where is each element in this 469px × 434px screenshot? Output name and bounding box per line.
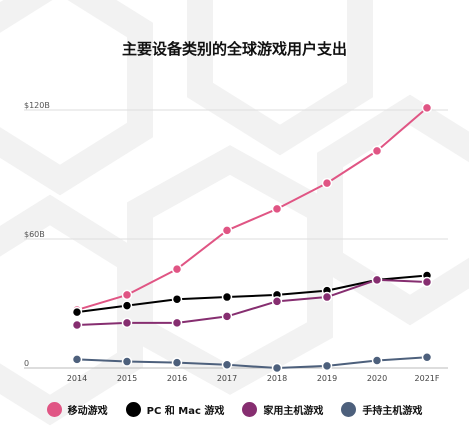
data-point [121, 289, 133, 301]
data-point [221, 291, 233, 303]
series-line [76, 278, 428, 326]
data-point [221, 359, 233, 371]
data-point [421, 352, 433, 363]
data-point [171, 263, 183, 275]
legend-swatch [46, 402, 62, 417]
data-point [121, 300, 133, 311]
x-tick-label: 2016 [167, 374, 187, 383]
data-point [421, 102, 433, 114]
data-point [371, 274, 383, 286]
data-point [271, 362, 283, 374]
chart-title: 主要设备类别的全球游戏用户支出 [121, 40, 347, 58]
data-point [71, 306, 83, 318]
legend-item-pc-mac[interactable]: PC 和 Mac 游戏 [125, 402, 225, 417]
chart-legend: 移动游戏 PC 和 Mac 游戏 家用主机游戏 手持主机游戏 [0, 402, 469, 417]
data-point [71, 354, 83, 365]
data-point [121, 356, 133, 367]
data-point [121, 317, 133, 329]
legend-swatch [242, 402, 258, 417]
legend-swatch [341, 402, 357, 417]
data-point [321, 291, 333, 303]
legend-label: PC 和 Mac 游戏 [146, 406, 225, 417]
data-point [321, 360, 333, 372]
x-tick-label: 2018 [267, 374, 287, 383]
series-line [76, 274, 428, 314]
x-tick-label: 2019 [317, 374, 337, 383]
legend-swatch [125, 402, 141, 417]
y-tick-label: 0 [24, 359, 30, 368]
data-point [221, 311, 233, 322]
series-line [76, 107, 428, 311]
x-tick-label: 2021F [415, 374, 440, 383]
data-point [371, 355, 383, 366]
data-point [321, 177, 333, 189]
legend-label: 手持主机游戏 [362, 406, 423, 417]
data-point [171, 317, 183, 329]
data-point [421, 276, 433, 288]
data-point [371, 145, 383, 157]
legend-item-console[interactable]: 家用主机游戏 [242, 402, 323, 417]
data-point [271, 203, 283, 215]
data-point [171, 357, 183, 368]
x-tick-label: 2020 [367, 374, 387, 383]
data-point [71, 319, 83, 331]
x-tick-label: 2017 [217, 374, 237, 383]
data-point [221, 225, 233, 236]
legend-label: 家用主机游戏 [263, 406, 324, 417]
x-tick-label: 2014 [67, 374, 87, 383]
y-tick-label: $120B [24, 101, 50, 110]
data-point [171, 293, 183, 305]
y-tick-label: $60B [24, 230, 45, 239]
legend-item-handheld[interactable]: 手持主机游戏 [341, 402, 422, 417]
legend-item-mobile[interactable]: 移动游戏 [46, 402, 108, 417]
series-line [76, 356, 428, 369]
legend-label: 移动游戏 [67, 406, 108, 417]
x-tick-label: 2015 [117, 374, 137, 383]
data-point [271, 296, 283, 307]
